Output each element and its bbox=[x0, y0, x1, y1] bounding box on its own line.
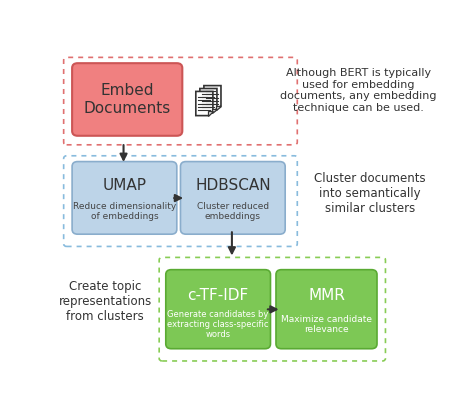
Polygon shape bbox=[204, 85, 221, 110]
FancyBboxPatch shape bbox=[181, 162, 285, 234]
Text: Embed
Documents: Embed Documents bbox=[83, 83, 171, 116]
Text: Generate candidates by
extracting class-specific
words: Generate candidates by extracting class-… bbox=[167, 310, 269, 339]
Text: MMR: MMR bbox=[308, 288, 345, 303]
Text: Maximize candidate
relevance: Maximize candidate relevance bbox=[281, 315, 372, 334]
Text: Create topic
representations
from clusters: Create topic representations from cluste… bbox=[59, 280, 152, 323]
Polygon shape bbox=[200, 88, 217, 113]
Text: UMAP: UMAP bbox=[102, 178, 146, 193]
Polygon shape bbox=[196, 91, 213, 116]
Text: Cluster documents
into semantically
similar clusters: Cluster documents into semantically simi… bbox=[314, 172, 426, 215]
Polygon shape bbox=[212, 109, 217, 113]
Polygon shape bbox=[216, 106, 221, 110]
Polygon shape bbox=[208, 111, 213, 116]
Text: Although BERT is typically
used for embedding
documents, any embedding
technique: Although BERT is typically used for embe… bbox=[281, 68, 437, 113]
FancyBboxPatch shape bbox=[72, 63, 182, 136]
Text: c-TF-IDF: c-TF-IDF bbox=[188, 288, 249, 303]
Text: Cluster reduced
embeddings: Cluster reduced embeddings bbox=[197, 202, 269, 221]
Text: Reduce dimensionality
of embeddings: Reduce dimensionality of embeddings bbox=[73, 202, 176, 221]
Text: HDBSCAN: HDBSCAN bbox=[195, 178, 271, 193]
FancyBboxPatch shape bbox=[276, 270, 377, 349]
FancyBboxPatch shape bbox=[166, 270, 271, 349]
FancyBboxPatch shape bbox=[72, 162, 177, 234]
